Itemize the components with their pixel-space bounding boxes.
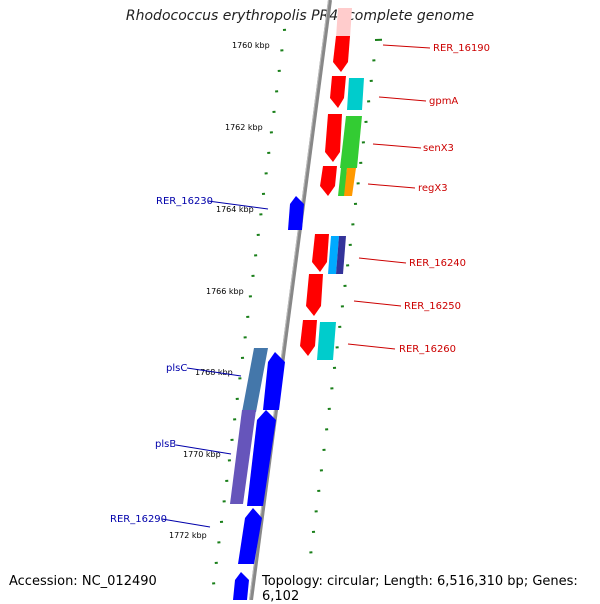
leader-rer-16250 [354, 301, 401, 306]
gene-plsc-blue[interactable] [263, 352, 285, 410]
length-value: 6,516,310 bp [437, 574, 524, 589]
gene-rer-16240-red[interactable] [312, 234, 329, 272]
scale-label-1766: 1766 kbp [206, 287, 244, 296]
leader-senx3 [373, 144, 421, 148]
leader-regx3 [368, 184, 415, 188]
leader-rer-16260 [348, 344, 395, 349]
forward-labels: RER_16190 gpmA senX3 regX3 RER_16240 RER… [348, 43, 490, 355]
label-rer-16230[interactable]: RER_16230 [156, 196, 213, 207]
scale-label-1768: 1768 kbp [195, 368, 233, 377]
topology-label: Topology: [262, 574, 323, 589]
scale-label-1760: 1760 kbp [232, 41, 270, 50]
reverse-genes [230, 196, 304, 600]
topology-value: circular [327, 574, 375, 589]
label-rer-16190[interactable]: RER_16190 [433, 43, 490, 54]
genes-value: 6,102 [262, 589, 299, 604]
genes-label: Genes: [532, 574, 577, 589]
accession-info: Accession: NC_012490 [9, 574, 157, 589]
label-rer-16260[interactable]: RER_16260 [399, 344, 456, 355]
leader-rer-16290 [162, 519, 210, 527]
label-senx3[interactable]: senX3 [423, 143, 454, 154]
forward-genes [300, 8, 364, 360]
label-plsb[interactable]: plsB [155, 439, 176, 450]
gene-rer-16260[interactable] [317, 322, 336, 360]
accession-label: Accession: [9, 574, 78, 589]
gene-rer-16190[interactable] [333, 36, 350, 72]
label-rer-16290[interactable]: RER_16290 [110, 514, 167, 525]
gene-gpma-red[interactable] [330, 76, 346, 108]
length-label: Length: [384, 574, 433, 589]
gene-regx3-red[interactable] [320, 166, 337, 196]
gene-bottom-blue[interactable] [233, 572, 249, 600]
label-gpma[interactable]: gpmA [429, 96, 458, 107]
gene-gpma[interactable] [347, 78, 364, 110]
accession-value: NC_012490 [82, 574, 157, 589]
gene-senx3[interactable] [340, 116, 362, 168]
leader-rer-16190 [383, 45, 430, 48]
leader-rer-16240 [359, 258, 406, 263]
scale-label-1762: 1762 kbp [225, 123, 263, 132]
gene-senx3-red[interactable] [325, 114, 342, 162]
gene-pink-top[interactable] [336, 8, 352, 38]
label-plsc[interactable]: plsC [166, 363, 187, 374]
gene-rer-16260-red[interactable] [300, 320, 317, 356]
scale-label-1772: 1772 kbp [169, 531, 207, 540]
label-regx3[interactable]: regX3 [418, 183, 448, 194]
leader-gpma [379, 97, 426, 101]
gene-rer-16250[interactable] [306, 274, 323, 316]
label-rer-16250[interactable]: RER_16250 [404, 301, 461, 312]
label-rer-16240[interactable]: RER_16240 [409, 258, 466, 269]
